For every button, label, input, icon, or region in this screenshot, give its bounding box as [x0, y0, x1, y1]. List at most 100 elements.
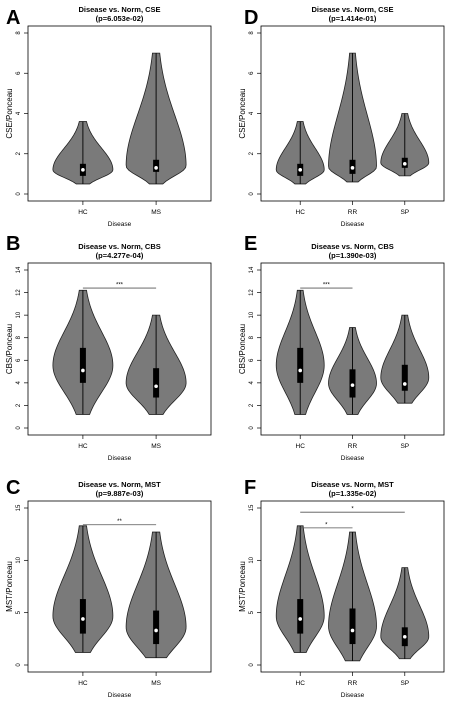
- x-axis-label: Disease: [341, 455, 365, 462]
- median-dot: [154, 166, 158, 170]
- chart-panel-e: E Disease vs. Norm, CBS(p=1.390e-03) 0 2 4 6 8…: [238, 233, 445, 462]
- y-tick-label: 12: [16, 289, 22, 296]
- x-axis-label: Disease: [108, 221, 132, 228]
- iqr-box: [349, 608, 356, 645]
- chart-panel-c: C Disease vs. Norm, MST(p=9.887e-03) 0 5 10 1…: [5, 477, 212, 699]
- x-tick-label: HC: [296, 443, 306, 450]
- panel-letter: B: [6, 233, 20, 255]
- iqr-box: [297, 599, 304, 634]
- y-tick-label: 5: [249, 610, 255, 614]
- chart-title: Disease vs. Norm, MST: [311, 480, 394, 489]
- x-axis-label: Disease: [341, 692, 365, 699]
- x-tick-label: HC: [296, 209, 306, 216]
- x-tick-label: MS: [151, 443, 161, 450]
- y-tick-label: 0: [249, 663, 255, 667]
- significance-label: ***: [323, 283, 331, 289]
- y-tick-label: 8: [16, 335, 22, 339]
- y-tick-label: 4: [249, 111, 255, 115]
- panel-letter: D: [244, 7, 258, 29]
- chart-subtitle: (p=6.053e-02): [96, 14, 144, 23]
- y-tick-label: 4: [16, 381, 22, 385]
- y-tick-label: 0: [16, 426, 22, 430]
- y-tick-label: 15: [16, 504, 22, 511]
- y-tick-label: 6: [249, 358, 255, 362]
- median-dot: [81, 168, 85, 172]
- iqr-box: [79, 347, 86, 383]
- iqr-box: [153, 610, 160, 645]
- significance-label: **: [117, 519, 122, 525]
- panel-letter: C: [6, 477, 20, 499]
- x-tick-label: RR: [348, 443, 358, 450]
- median-dot: [298, 168, 303, 172]
- chart-title: Disease vs. Norm, CBS: [311, 242, 394, 251]
- x-tick-label: MS: [151, 209, 161, 216]
- significance-label: *: [325, 522, 328, 528]
- y-tick-label: 0: [16, 192, 22, 196]
- x-tick-label: SP: [400, 680, 409, 687]
- chart-subtitle: (p=9.887e-03): [96, 489, 144, 498]
- y-tick-label: 6: [16, 358, 22, 362]
- median-dot: [81, 617, 85, 621]
- chart-title: Disease vs. Norm, CSE: [78, 5, 160, 14]
- chart-subtitle: (p=1.390e-03): [329, 251, 377, 260]
- x-axis-label: Disease: [341, 221, 365, 228]
- y-tick-label: 0: [249, 192, 255, 196]
- x-tick-label: HC: [78, 443, 88, 450]
- y-tick-label: 6: [249, 71, 255, 75]
- y-tick-label: 0: [249, 426, 255, 430]
- y-tick-label: 8: [16, 31, 22, 35]
- y-tick-label: 2: [16, 151, 22, 155]
- x-tick-label: HC: [78, 209, 88, 216]
- y-tick-label: 4: [249, 381, 255, 385]
- x-tick-label: RR: [348, 209, 358, 216]
- y-tick-label: 15: [249, 504, 255, 511]
- y-tick-label: 10: [16, 556, 22, 563]
- x-axis-label: Disease: [108, 455, 132, 462]
- median-dot: [402, 162, 407, 166]
- chart-title: Disease vs. Norm, CSE: [311, 5, 393, 14]
- y-tick-label: 10: [249, 311, 255, 318]
- x-tick-label: HC: [296, 680, 306, 687]
- iqr-box: [153, 159, 160, 172]
- plot-frame: [27, 262, 212, 436]
- y-axis-label: MST/Ponceau: [238, 561, 247, 612]
- x-axis-label: Disease: [108, 692, 132, 699]
- y-tick-label: 2: [16, 403, 22, 407]
- chart-subtitle: (p=1.414e-01): [329, 14, 377, 23]
- plot-frame: [27, 25, 212, 202]
- y-tick-label: 8: [249, 335, 255, 339]
- y-tick-label: 10: [249, 556, 255, 563]
- y-tick-label: 5: [16, 610, 22, 614]
- median-dot: [402, 382, 407, 386]
- median-dot: [298, 617, 303, 621]
- median-dot: [154, 384, 158, 389]
- median-dot: [154, 628, 158, 633]
- x-tick-label: HC: [78, 680, 88, 687]
- y-tick-label: 6: [16, 71, 22, 75]
- chart-subtitle: (p=4.277e-04): [96, 251, 144, 260]
- y-axis-label: CBS/Ponceau: [5, 324, 14, 374]
- median-dot: [350, 383, 355, 387]
- x-tick-label: SP: [400, 443, 409, 450]
- chart-panel-f: F Disease vs. Norm, MST(p=1.335e-02) 0 5 10 1…: [238, 477, 445, 699]
- y-tick-label: 12: [249, 289, 255, 296]
- y-tick-label: 4: [16, 111, 22, 115]
- plot-frame: [27, 500, 212, 673]
- median-dot: [350, 628, 355, 633]
- y-tick-label: 14: [16, 266, 22, 273]
- iqr-box: [153, 368, 160, 398]
- significance-label: *: [351, 507, 354, 513]
- panel-letter: E: [244, 233, 257, 255]
- y-tick-label: 0: [16, 663, 22, 667]
- y-tick-label: 14: [249, 266, 255, 273]
- panel-letter: A: [6, 7, 20, 29]
- y-tick-label: 2: [249, 403, 255, 407]
- chart-panel-b: B Disease vs. Norm, CBS(p=4.277e-04) 0 2 4 6 8…: [5, 233, 212, 462]
- chart-panel-a: A Disease vs. Norm, CSE(p=6.053e-02) 0 2 4 6 8…: [5, 5, 212, 228]
- iqr-box: [401, 364, 408, 391]
- median-dot: [350, 166, 355, 170]
- y-tick-label: 8: [249, 31, 255, 35]
- y-axis-label: CSE/Ponceau: [238, 88, 247, 138]
- y-axis-label: CBS/Ponceau: [238, 324, 247, 374]
